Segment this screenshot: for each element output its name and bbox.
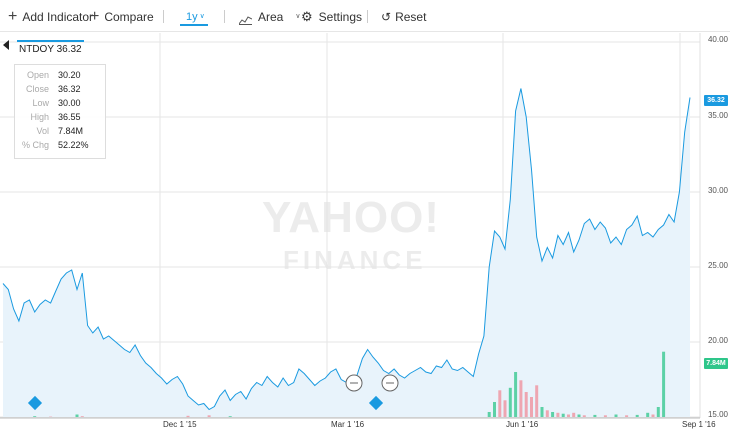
compare-button[interactable]: + Compare	[90, 8, 154, 26]
info-row-open: Open 30.20	[15, 68, 105, 82]
volume-bar	[508, 387, 512, 417]
volume-bar	[540, 407, 544, 417]
volume-bar	[186, 415, 190, 418]
volume-bar	[651, 414, 655, 417]
area-chart-icon	[238, 12, 253, 25]
settings-button[interactable]: ⚙ Settings	[301, 8, 362, 26]
y-tick-label: 40.00	[707, 35, 728, 44]
chart-toolbar: + Add Indicator + Compare 1y ∨ Area ∨ ⚙ …	[0, 0, 730, 32]
volume-bar	[80, 416, 84, 417]
add-indicator-label: Add Indicator	[22, 10, 94, 24]
volume-bar	[75, 414, 79, 417]
volume-bar	[593, 414, 597, 417]
chevron-down-icon: ∨	[199, 13, 205, 20]
plus-icon: +	[8, 8, 18, 25]
toolbar-divider	[163, 10, 164, 23]
settings-label: Settings	[318, 10, 363, 24]
add-indicator-button[interactable]: + Add Indicator	[8, 8, 93, 26]
volume-bar	[582, 415, 586, 417]
volume-bar	[656, 407, 660, 417]
info-key: Vol	[36, 126, 49, 136]
volume-bar	[207, 415, 211, 417]
reset-icon: ↺	[381, 10, 392, 24]
last-price-badge: 36.32	[704, 95, 728, 106]
volume-bar	[625, 415, 629, 417]
info-row-low: Low 30.00	[15, 96, 105, 110]
volume-bar	[635, 414, 639, 417]
info-value: 30.00	[58, 98, 81, 108]
volume-bar	[603, 415, 607, 417]
y-tick-label: 20.00	[707, 336, 728, 345]
info-key: % Chg	[21, 140, 49, 150]
range-selector[interactable]: 1y ∨	[186, 8, 205, 26]
info-row-high: High 36.55	[15, 110, 105, 124]
symbol-legend[interactable]: NTDOY 36.32	[17, 40, 84, 57]
info-key: Open	[26, 70, 49, 80]
x-tick-label: Dec 1 '15	[163, 420, 197, 429]
reset-button[interactable]: ↺ Reset	[381, 8, 426, 26]
volume-bar	[514, 372, 518, 417]
volume-bar	[535, 385, 539, 417]
compare-label: Compare	[104, 10, 154, 24]
x-tick-label: Sep 1 '16	[682, 420, 716, 429]
x-tick-label: Mar 1 '16	[331, 420, 365, 429]
volume-bar	[487, 412, 491, 417]
volume-bar	[556, 412, 560, 417]
gear-icon: ⚙	[301, 9, 313, 24]
volume-bar	[567, 414, 570, 417]
plus-icon: +	[90, 8, 100, 25]
info-key: Close	[25, 84, 49, 94]
chevron-down-icon: ∨	[295, 13, 301, 20]
price-area-fill	[3, 88, 690, 417]
range-label: 1y	[186, 11, 198, 23]
volume-bar	[498, 390, 502, 417]
volume-bar	[551, 412, 555, 417]
dividend-marker-icon	[368, 395, 384, 411]
watermark-yahoo: YAHOO!	[262, 193, 440, 242]
info-value: 36.55	[58, 112, 81, 122]
x-tick-label: Jun 1 '16	[506, 420, 539, 429]
dividend-marker-icon	[27, 395, 43, 411]
volume-bar	[530, 397, 533, 417]
info-value: 7.84M	[58, 126, 84, 136]
volume-bar	[561, 413, 565, 417]
y-tick-label: 35.00	[707, 111, 728, 120]
reset-label: Reset	[395, 10, 427, 24]
volume-bar	[519, 380, 523, 417]
y-tick-label: 15.00	[707, 410, 728, 419]
volume-bar	[646, 412, 650, 417]
volume-bar	[524, 392, 528, 417]
volume-bar	[572, 412, 576, 417]
volume-bar	[614, 414, 618, 417]
info-value: 36.32	[58, 84, 81, 94]
info-row-close: Close 36.32	[15, 82, 105, 96]
volume-bar	[503, 400, 507, 417]
info-value: 52.22%	[58, 140, 89, 150]
volume-bar	[33, 416, 37, 417]
chart-type-label: Area	[258, 10, 284, 24]
toolbar-divider	[224, 10, 225, 23]
volume-bar	[545, 410, 549, 417]
info-key: Low	[32, 98, 49, 108]
ohlc-infobox: Open 30.20 Close 36.32 Low 30.00 High 36.55 …	[14, 64, 106, 159]
toolbar-divider	[367, 10, 368, 23]
chart-type-selector[interactable]: Area ∨	[238, 8, 301, 26]
last-volume-badge: 7.84M	[704, 358, 728, 369]
y-tick-label: 30.00	[707, 186, 728, 195]
volume-bar	[493, 402, 496, 417]
volume-bar	[228, 416, 232, 417]
watermark-finance: FINANCE	[283, 245, 427, 275]
volume-bar	[662, 351, 666, 417]
range-active-indicator	[180, 24, 208, 26]
info-row-change: % Chg 52.22%	[15, 138, 105, 152]
y-tick-label: 25.00	[707, 261, 728, 270]
info-value: 30.20	[58, 70, 81, 80]
volume-bar	[577, 414, 581, 417]
info-key: High	[30, 112, 49, 122]
back-arrow-icon[interactable]	[3, 40, 9, 50]
info-row-vol: Vol 7.84M	[15, 124, 105, 138]
